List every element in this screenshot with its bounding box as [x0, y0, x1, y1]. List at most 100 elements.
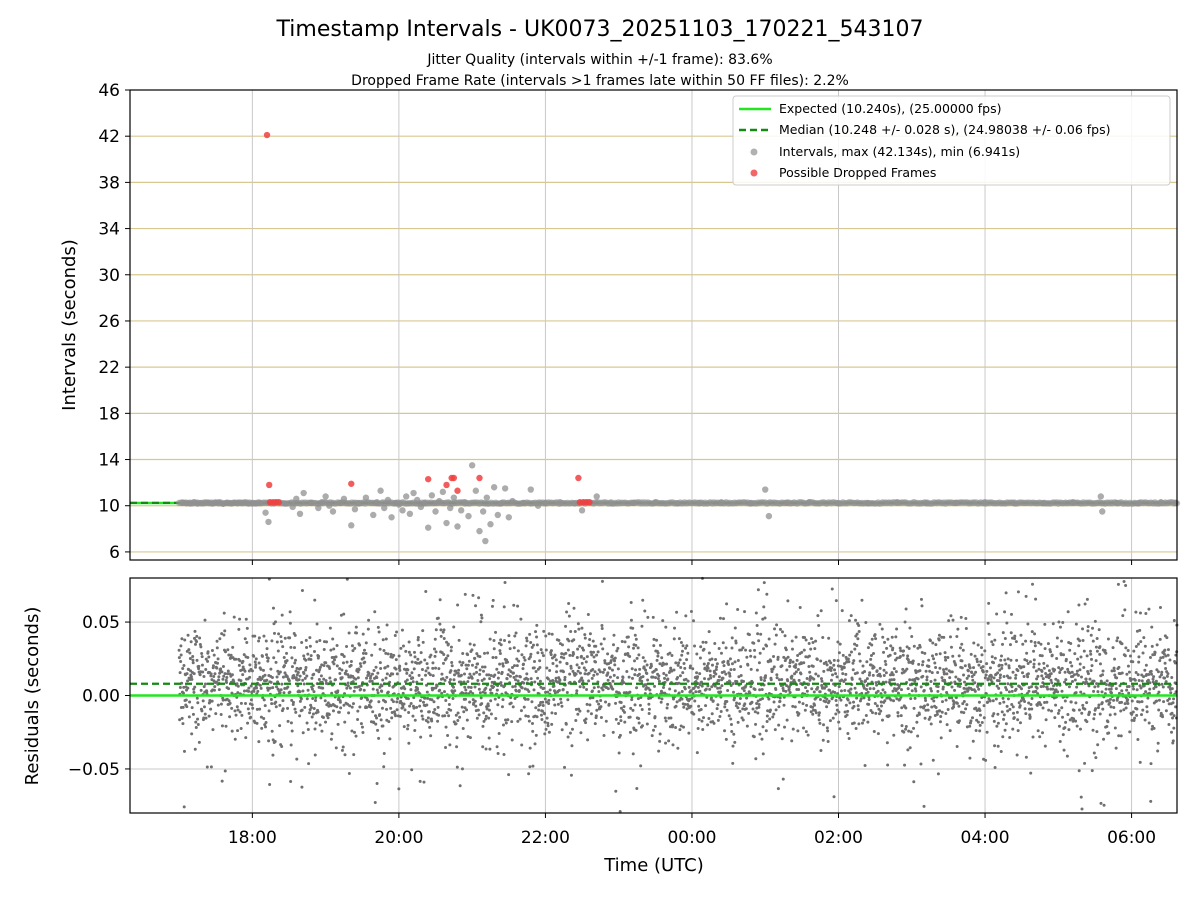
residual-point	[619, 706, 623, 710]
residual-point	[865, 687, 869, 691]
residual-point	[868, 687, 872, 691]
residual-point	[666, 702, 670, 706]
residual-point	[623, 720, 627, 724]
residual-point	[1114, 687, 1118, 691]
residual-point	[636, 697, 640, 701]
residual-point	[759, 632, 763, 636]
residual-point	[960, 659, 964, 663]
residual-point	[999, 654, 1003, 658]
residual-point	[1094, 707, 1098, 711]
residual-point	[678, 728, 682, 732]
residual-point	[844, 672, 848, 676]
residual-point	[683, 687, 687, 691]
residual-point	[639, 696, 643, 700]
residual-point	[898, 655, 902, 659]
residual-point	[756, 588, 760, 592]
residual-point	[662, 662, 666, 666]
interval-point	[505, 514, 512, 521]
residual-point	[808, 670, 812, 674]
residual-point	[446, 654, 450, 658]
residual-point	[990, 640, 994, 644]
residual-point	[597, 702, 601, 706]
residual-point	[1001, 696, 1005, 700]
residual-point	[484, 714, 488, 718]
residual-point	[1018, 704, 1022, 708]
residual-point	[845, 713, 849, 717]
residual-point	[242, 653, 246, 657]
residual-point	[342, 703, 346, 707]
residual-point	[297, 678, 301, 682]
residual-point	[667, 739, 671, 743]
residual-point	[404, 662, 408, 666]
residual-point	[927, 658, 931, 662]
residual-point	[389, 652, 393, 656]
residual-point	[270, 729, 274, 733]
interval-point	[428, 492, 436, 499]
residual-point	[1094, 659, 1098, 663]
residual-point	[630, 698, 634, 702]
residual-point	[1135, 713, 1139, 717]
residual-point	[555, 670, 559, 674]
residual-point	[706, 723, 710, 727]
residual-point	[200, 663, 204, 667]
residual-point	[975, 657, 979, 661]
residual-point	[426, 666, 430, 670]
residual-point	[748, 649, 752, 653]
residual-point	[377, 700, 381, 704]
residual-point	[890, 635, 894, 639]
residual-point	[391, 700, 395, 704]
residual-point	[409, 701, 413, 705]
residual-point	[191, 654, 195, 658]
residual-point	[979, 660, 983, 664]
residual-point	[750, 700, 754, 704]
residual-point	[593, 722, 597, 726]
residual-point	[596, 685, 600, 689]
legend: Expected (10.240s), (25.00000 fps) Media…	[732, 95, 1171, 186]
residual-point	[509, 696, 513, 700]
residual-point	[647, 707, 651, 711]
residual-point	[858, 677, 862, 681]
residual-point	[1166, 653, 1170, 657]
interval-point	[490, 484, 498, 491]
residual-point	[733, 660, 737, 664]
residual-point	[582, 685, 586, 689]
residual-point	[830, 587, 834, 591]
residual-point	[716, 686, 720, 690]
residual-point	[794, 635, 798, 639]
residual-point	[1136, 737, 1140, 741]
residual-point	[608, 666, 612, 670]
residual-point	[1130, 699, 1134, 703]
residual-point	[249, 715, 253, 719]
residual-point	[1013, 637, 1017, 641]
residual-point	[770, 670, 774, 674]
residual-point	[798, 605, 802, 609]
residual-point	[1074, 719, 1078, 723]
residual-point	[410, 660, 414, 664]
residual-point	[656, 677, 660, 681]
residual-point	[742, 679, 746, 683]
residual-point	[561, 670, 565, 674]
residual-point	[736, 706, 740, 710]
x-axis-label: Time (UTC)	[603, 855, 704, 876]
residual-point	[726, 688, 730, 692]
residual-point	[952, 705, 956, 709]
residual-point	[217, 675, 221, 679]
residual-point	[287, 679, 291, 683]
residual-point	[986, 700, 990, 704]
residual-point	[1096, 690, 1100, 694]
residual-point	[932, 699, 936, 703]
residual-point	[1111, 646, 1115, 650]
residual-point	[382, 649, 386, 653]
residual-point	[560, 652, 564, 656]
residual-point	[1101, 669, 1105, 673]
residual-point	[1050, 681, 1054, 685]
residual-point	[702, 716, 706, 720]
residual-point	[740, 716, 744, 720]
residual-point	[1130, 712, 1134, 716]
residual-point	[344, 669, 348, 673]
residual-point	[1160, 670, 1164, 674]
interval-point	[556, 499, 564, 506]
residual-point	[1032, 658, 1036, 662]
residual-point	[1019, 687, 1023, 691]
residual-point	[489, 712, 493, 716]
